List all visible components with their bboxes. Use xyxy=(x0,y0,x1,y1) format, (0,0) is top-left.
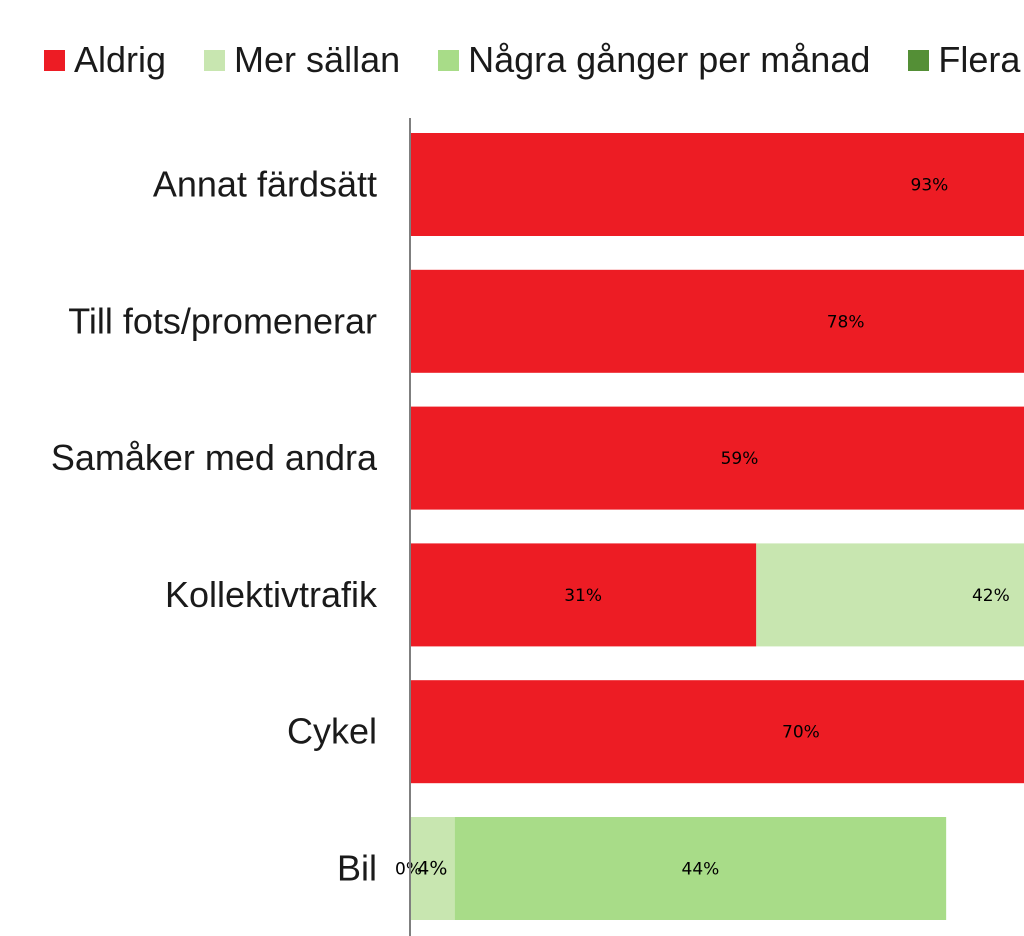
bar-nagra-ganger-per-manad-bil xyxy=(454,817,947,920)
legend-label: Flera g xyxy=(938,39,1024,80)
legend-label: Några gånger per månad xyxy=(468,39,871,80)
legend-item-nagra-ganger-per-manad: Några gånger per månad xyxy=(438,39,870,81)
bar-aldrig-annat-fardsatt xyxy=(410,133,1024,236)
category-label-till-fots-promenerar: Till fots/promenerar xyxy=(68,300,377,341)
legend-swatch xyxy=(204,49,226,71)
legend-swatch xyxy=(438,49,460,71)
data-label: 59% xyxy=(721,449,759,469)
legend-item-flera-g: Flera g xyxy=(908,39,1024,81)
bar-aldrig-samaker-med-andra xyxy=(410,406,1024,510)
data-label: 93% xyxy=(911,176,949,196)
data-label: 31% xyxy=(564,586,602,606)
legend: Aldrig Mer sällan Några gånger per månad Fl… xyxy=(44,38,1024,82)
category-label-bil: Bil xyxy=(337,848,377,889)
bar-aldrig-cykel xyxy=(410,680,1024,784)
legend-swatch xyxy=(44,49,65,71)
data-label: 44% xyxy=(682,860,720,880)
category-label-samaker-med-andra: Samåker med andra xyxy=(51,437,378,478)
bar-aldrig-kollektivtrafik xyxy=(410,543,757,647)
category-label-kollektivtrafik: Kollektivtrafik xyxy=(165,574,378,615)
legend-swatch xyxy=(908,49,930,71)
data-label: 42% xyxy=(972,586,1010,606)
data-label: 70% xyxy=(782,723,820,743)
data-label: 0% xyxy=(395,860,422,880)
category-label-cykel: Cykel xyxy=(287,711,377,752)
legend-item-mer-sallan: Mer sällan xyxy=(204,39,400,81)
category-label-annat-fardsatt: Annat färdsätt xyxy=(153,164,377,205)
bar-aldrig-till-fots-promenerar xyxy=(410,269,1024,373)
data-label: 4% xyxy=(417,858,447,880)
legend-label: Aldrig xyxy=(74,39,167,80)
bar-mer-sallan-bil xyxy=(410,817,455,920)
bar-mer-sallan-kollektivtrafik xyxy=(756,543,1024,647)
data-label: 78% xyxy=(827,312,865,332)
legend-item-aldrig: Aldrig xyxy=(44,39,166,81)
legend-label: Mer sällan xyxy=(234,39,401,80)
